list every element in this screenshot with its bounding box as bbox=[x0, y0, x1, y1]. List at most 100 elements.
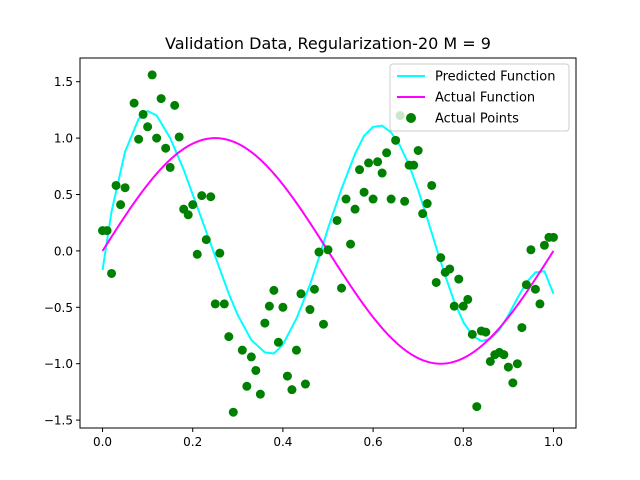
scatter-point bbox=[409, 160, 419, 170]
scatter-point bbox=[260, 318, 270, 328]
legend-box bbox=[389, 63, 570, 132]
scatter-point bbox=[251, 365, 261, 375]
scatter-point bbox=[359, 187, 369, 197]
scatter-point bbox=[521, 280, 531, 290]
scatter-point bbox=[300, 379, 310, 389]
scatter-point bbox=[436, 253, 446, 263]
scatter-point bbox=[174, 132, 184, 142]
scatter-point bbox=[129, 98, 139, 108]
scatter-point bbox=[458, 301, 468, 311]
scatter-point bbox=[206, 192, 216, 202]
scatter-point bbox=[449, 301, 459, 311]
y-tick-label: 0.0 bbox=[54, 244, 73, 258]
scatter-point bbox=[143, 122, 153, 132]
legend-label-actual-points: Actual Points bbox=[435, 112, 519, 127]
scatter-point bbox=[269, 285, 279, 295]
legend-swatch-actual-points bbox=[406, 113, 416, 123]
scatter-point bbox=[242, 381, 252, 391]
scatter-point bbox=[499, 350, 509, 360]
scatter-point bbox=[188, 200, 198, 210]
scatter-point bbox=[350, 204, 360, 214]
scatter-point bbox=[314, 247, 324, 257]
scatter-point bbox=[282, 371, 292, 381]
scatter-point bbox=[373, 157, 383, 167]
scatter-point bbox=[512, 359, 522, 369]
scatter-point bbox=[341, 194, 351, 204]
scatter-point bbox=[246, 352, 256, 362]
scatter-point bbox=[386, 194, 396, 204]
scatter-point bbox=[147, 70, 157, 80]
scatter-point bbox=[431, 277, 441, 287]
scatter-point bbox=[467, 329, 477, 339]
scatter-point bbox=[152, 133, 162, 143]
axes-frame bbox=[79, 57, 577, 429]
scatter-point bbox=[273, 337, 283, 347]
scatter-point bbox=[197, 191, 207, 201]
scatter-point bbox=[102, 226, 112, 236]
x-tick-label: 0.8 bbox=[454, 435, 473, 449]
scatter-point bbox=[503, 362, 513, 372]
y-axis: −1.5 −1.0 −0.5 0.0 0.5 1.0 1.5 bbox=[44, 75, 80, 428]
scatter-point bbox=[422, 199, 432, 209]
scatter-point bbox=[346, 239, 356, 249]
scatter-point bbox=[377, 168, 387, 178]
scatter-point bbox=[107, 268, 117, 278]
scatter-point bbox=[318, 319, 328, 329]
scatter-point bbox=[165, 162, 175, 172]
scatter-point bbox=[418, 209, 428, 219]
series-layer bbox=[98, 70, 558, 417]
scatter-point bbox=[535, 299, 545, 309]
scatter-point bbox=[228, 407, 238, 417]
scatter-point bbox=[508, 378, 518, 388]
legend: Predicted Function Actual Function Actua… bbox=[389, 63, 570, 132]
scatter-point bbox=[309, 284, 319, 294]
scatter-point bbox=[332, 215, 342, 225]
scatter-point bbox=[485, 356, 495, 366]
scatter-point bbox=[481, 327, 491, 337]
scatter-point bbox=[287, 385, 297, 395]
scatter-point bbox=[472, 402, 482, 412]
legend-label-actual-function: Actual Function bbox=[435, 91, 535, 106]
y-tick-label: 1.5 bbox=[54, 75, 73, 89]
scatter-point bbox=[539, 240, 549, 250]
scatter-point bbox=[138, 109, 148, 119]
y-tick-label: −1.0 bbox=[44, 357, 73, 371]
scatter-point bbox=[134, 134, 144, 144]
chart-title: Validation Data, Regularization-20 M = 9 bbox=[165, 34, 491, 53]
x-tick-label: 0.0 bbox=[93, 435, 112, 449]
y-tick-label: 1.0 bbox=[54, 132, 73, 146]
scatter-point bbox=[368, 194, 378, 204]
scatter-point bbox=[192, 249, 202, 259]
scatter-point bbox=[237, 345, 247, 355]
scatter-point bbox=[400, 196, 410, 206]
scatter-point bbox=[161, 143, 171, 153]
plot-area: 0.0 0.2 0.4 0.6 0.8 1.0 −1.5 −1.0 −0.5 0.0 0.5 1.0… bbox=[44, 57, 577, 449]
scatter-point bbox=[548, 232, 558, 242]
scatter-point bbox=[210, 299, 220, 309]
scatter-point bbox=[337, 283, 347, 293]
scatter-point bbox=[291, 345, 301, 355]
scatter-point bbox=[278, 302, 288, 312]
scatter-point bbox=[219, 299, 229, 309]
x-tick-label: 0.4 bbox=[273, 435, 292, 449]
scatter-point bbox=[120, 183, 130, 193]
scatter-point bbox=[116, 200, 126, 210]
x-axis: 0.0 0.2 0.4 0.6 0.8 1.0 bbox=[93, 428, 563, 449]
scatter-point bbox=[530, 284, 540, 294]
scatter-point bbox=[463, 294, 473, 304]
y-tick-label: −1.5 bbox=[44, 414, 73, 428]
scatter-point bbox=[264, 301, 274, 311]
scatter-point bbox=[355, 165, 365, 175]
scatter-point bbox=[413, 146, 423, 155]
scatter-point bbox=[255, 389, 265, 399]
scatter-point bbox=[323, 245, 333, 255]
scatter-point bbox=[427, 180, 437, 190]
scatter-point bbox=[364, 158, 374, 168]
x-tick-label: 1.0 bbox=[544, 435, 563, 449]
scatter-point bbox=[201, 235, 211, 245]
scatter-point bbox=[215, 248, 225, 258]
scatter-point bbox=[445, 264, 455, 274]
scatter-point bbox=[183, 210, 193, 220]
scatter-point bbox=[305, 305, 315, 315]
